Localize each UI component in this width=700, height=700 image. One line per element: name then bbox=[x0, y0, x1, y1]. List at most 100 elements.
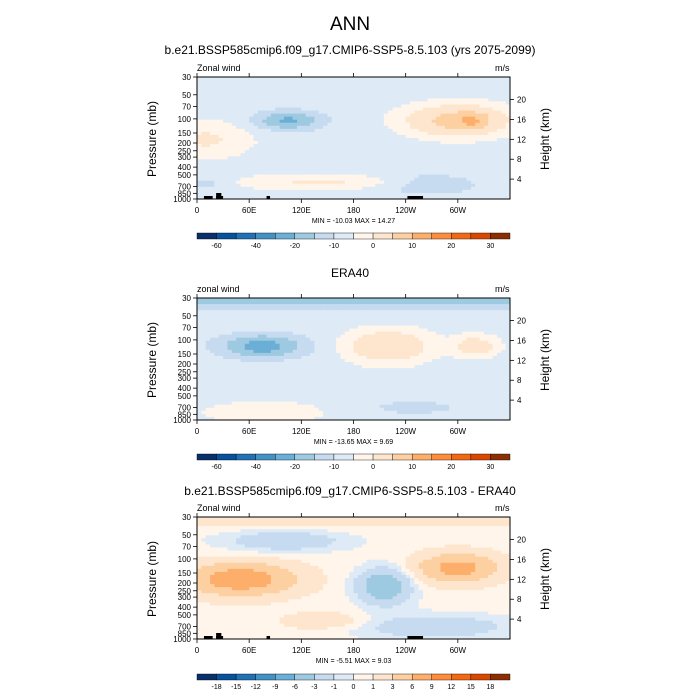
contour-cell bbox=[205, 162, 211, 166]
contour-cell bbox=[323, 144, 328, 148]
contour-cell bbox=[288, 180, 294, 185]
contour-cell bbox=[457, 319, 463, 323]
contour-cell bbox=[296, 128, 302, 133]
contour-cell bbox=[240, 156, 246, 160]
contour-cell bbox=[375, 359, 380, 363]
contour-cell bbox=[349, 101, 354, 105]
contour-cell bbox=[283, 92, 289, 96]
contour-cell bbox=[488, 301, 494, 305]
contour-cell bbox=[440, 116, 446, 121]
contour-cell bbox=[323, 298, 328, 302]
contour-cell bbox=[275, 186, 280, 191]
contour-cell bbox=[423, 153, 428, 157]
contour-cell bbox=[370, 313, 376, 317]
contour-cell bbox=[427, 162, 433, 166]
contour-cell bbox=[431, 104, 437, 108]
contour-cell bbox=[501, 325, 507, 329]
contour-cell bbox=[366, 86, 372, 90]
contour-cell bbox=[275, 177, 280, 182]
contour-cell bbox=[249, 150, 254, 154]
contour-cell bbox=[205, 159, 211, 163]
contour-cell bbox=[370, 349, 376, 354]
contour-cell bbox=[488, 380, 494, 384]
contour-cell bbox=[253, 195, 259, 200]
contour-cell bbox=[340, 144, 346, 148]
contour-cell bbox=[266, 325, 272, 329]
contour-cell bbox=[410, 86, 415, 90]
contour-cell bbox=[388, 159, 394, 163]
contour-cell bbox=[279, 377, 285, 381]
contour-cell bbox=[218, 168, 224, 172]
contour-cell bbox=[496, 95, 502, 99]
contour-cell bbox=[288, 189, 294, 194]
contour-cell bbox=[236, 186, 241, 191]
contour-cell bbox=[401, 162, 407, 166]
contour-cell bbox=[305, 95, 311, 99]
contour-cell bbox=[323, 310, 328, 314]
contour-cell bbox=[236, 189, 241, 194]
contour-cell bbox=[470, 337, 476, 342]
contour-cell bbox=[292, 331, 298, 335]
contour-cell bbox=[470, 147, 476, 151]
contour-cell bbox=[214, 165, 220, 169]
contour-cell bbox=[283, 359, 289, 363]
contour-cell bbox=[218, 165, 224, 169]
contour-cell bbox=[383, 95, 389, 99]
contour-cell bbox=[475, 186, 480, 191]
contour-cell bbox=[283, 371, 289, 375]
contour-cell bbox=[466, 153, 472, 157]
contour-cell bbox=[453, 195, 459, 200]
contour-cell bbox=[440, 195, 446, 200]
contour-cell bbox=[283, 319, 289, 323]
contour-cell bbox=[396, 359, 402, 363]
contour-cell bbox=[383, 89, 389, 93]
contour-cell bbox=[210, 346, 215, 351]
contour-cell bbox=[218, 307, 224, 311]
contour-cell bbox=[236, 177, 241, 182]
contour-cell bbox=[488, 377, 494, 381]
contour-cell bbox=[210, 322, 215, 326]
contour-cell bbox=[479, 380, 485, 384]
contour-cell bbox=[314, 144, 320, 148]
contour-cell bbox=[401, 119, 407, 124]
contour-cell bbox=[462, 144, 467, 148]
contour-cell bbox=[410, 343, 415, 348]
contour-cell bbox=[336, 337, 341, 342]
contour-cell bbox=[444, 92, 450, 96]
contour-cell bbox=[479, 355, 485, 360]
contour-cell bbox=[197, 159, 202, 163]
contour-cell bbox=[492, 310, 498, 314]
contour-cell bbox=[249, 322, 254, 326]
contour-cell bbox=[466, 195, 472, 200]
contour-cell bbox=[488, 128, 494, 133]
contour-cell bbox=[214, 298, 220, 302]
contour-cell bbox=[236, 162, 241, 166]
contour-cell bbox=[340, 304, 346, 308]
colorbar-label: 10 bbox=[408, 243, 416, 250]
contour-cell bbox=[366, 116, 372, 121]
contour-cell bbox=[362, 298, 367, 302]
contour-cell bbox=[353, 192, 359, 197]
contour-cell bbox=[366, 89, 372, 93]
contour-cell bbox=[257, 165, 263, 169]
contour-cell bbox=[496, 365, 502, 369]
contour-cell bbox=[436, 355, 441, 360]
contour-cell bbox=[301, 159, 307, 163]
contour-cell bbox=[318, 310, 324, 314]
contour-cell bbox=[462, 337, 467, 342]
contour-cell bbox=[231, 310, 237, 314]
contour-cell bbox=[466, 165, 472, 169]
contour-cell bbox=[270, 331, 276, 335]
contour-cell bbox=[310, 104, 315, 108]
contour-cell bbox=[214, 352, 220, 357]
contour-cell bbox=[375, 352, 380, 357]
contour-cell bbox=[349, 337, 354, 342]
contour-cell bbox=[344, 319, 350, 323]
contour-cell bbox=[383, 334, 389, 339]
contour-cell bbox=[392, 119, 398, 124]
contour-cell bbox=[249, 307, 254, 311]
contour-cell bbox=[357, 113, 363, 118]
contour-cell bbox=[427, 316, 433, 320]
contour-cell bbox=[483, 122, 489, 127]
contour-cell bbox=[288, 86, 294, 90]
